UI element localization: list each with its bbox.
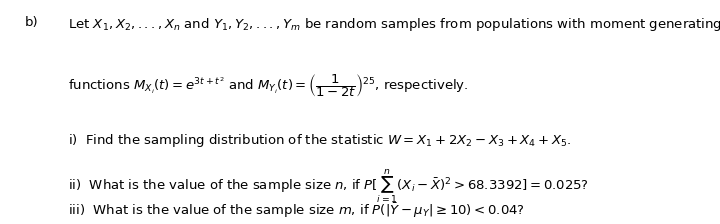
Text: ii)  What is the value of the sample size $n$, if $P[\sum_{i=1}^{n}(X_i - \bar{X: ii) What is the value of the sample size… xyxy=(68,168,590,206)
Text: functions $M_{X_i}(t) = e^{3t+t^2}$ and $M_{Y_i}(t) = \left(\dfrac{1}{1-2t}\righ: functions $M_{X_i}(t) = e^{3t+t^2}$ and … xyxy=(68,72,469,99)
Text: b): b) xyxy=(25,16,39,29)
Text: Let $X_1, X_2, ..., X_n$ and $Y_1, Y_2, ..., Y_m$ be random samples from populat: Let $X_1, X_2, ..., X_n$ and $Y_1, Y_2, … xyxy=(68,16,720,33)
Text: iii)  What is the value of the sample size $m$, if $P(|\bar{Y} - \mu_Y| \geq 10): iii) What is the value of the sample siz… xyxy=(68,202,526,220)
Text: i)  Find the sampling distribution of the statistic $W = X_1 + 2X_2 - X_3 + X_4 : i) Find the sampling distribution of the… xyxy=(68,132,572,149)
